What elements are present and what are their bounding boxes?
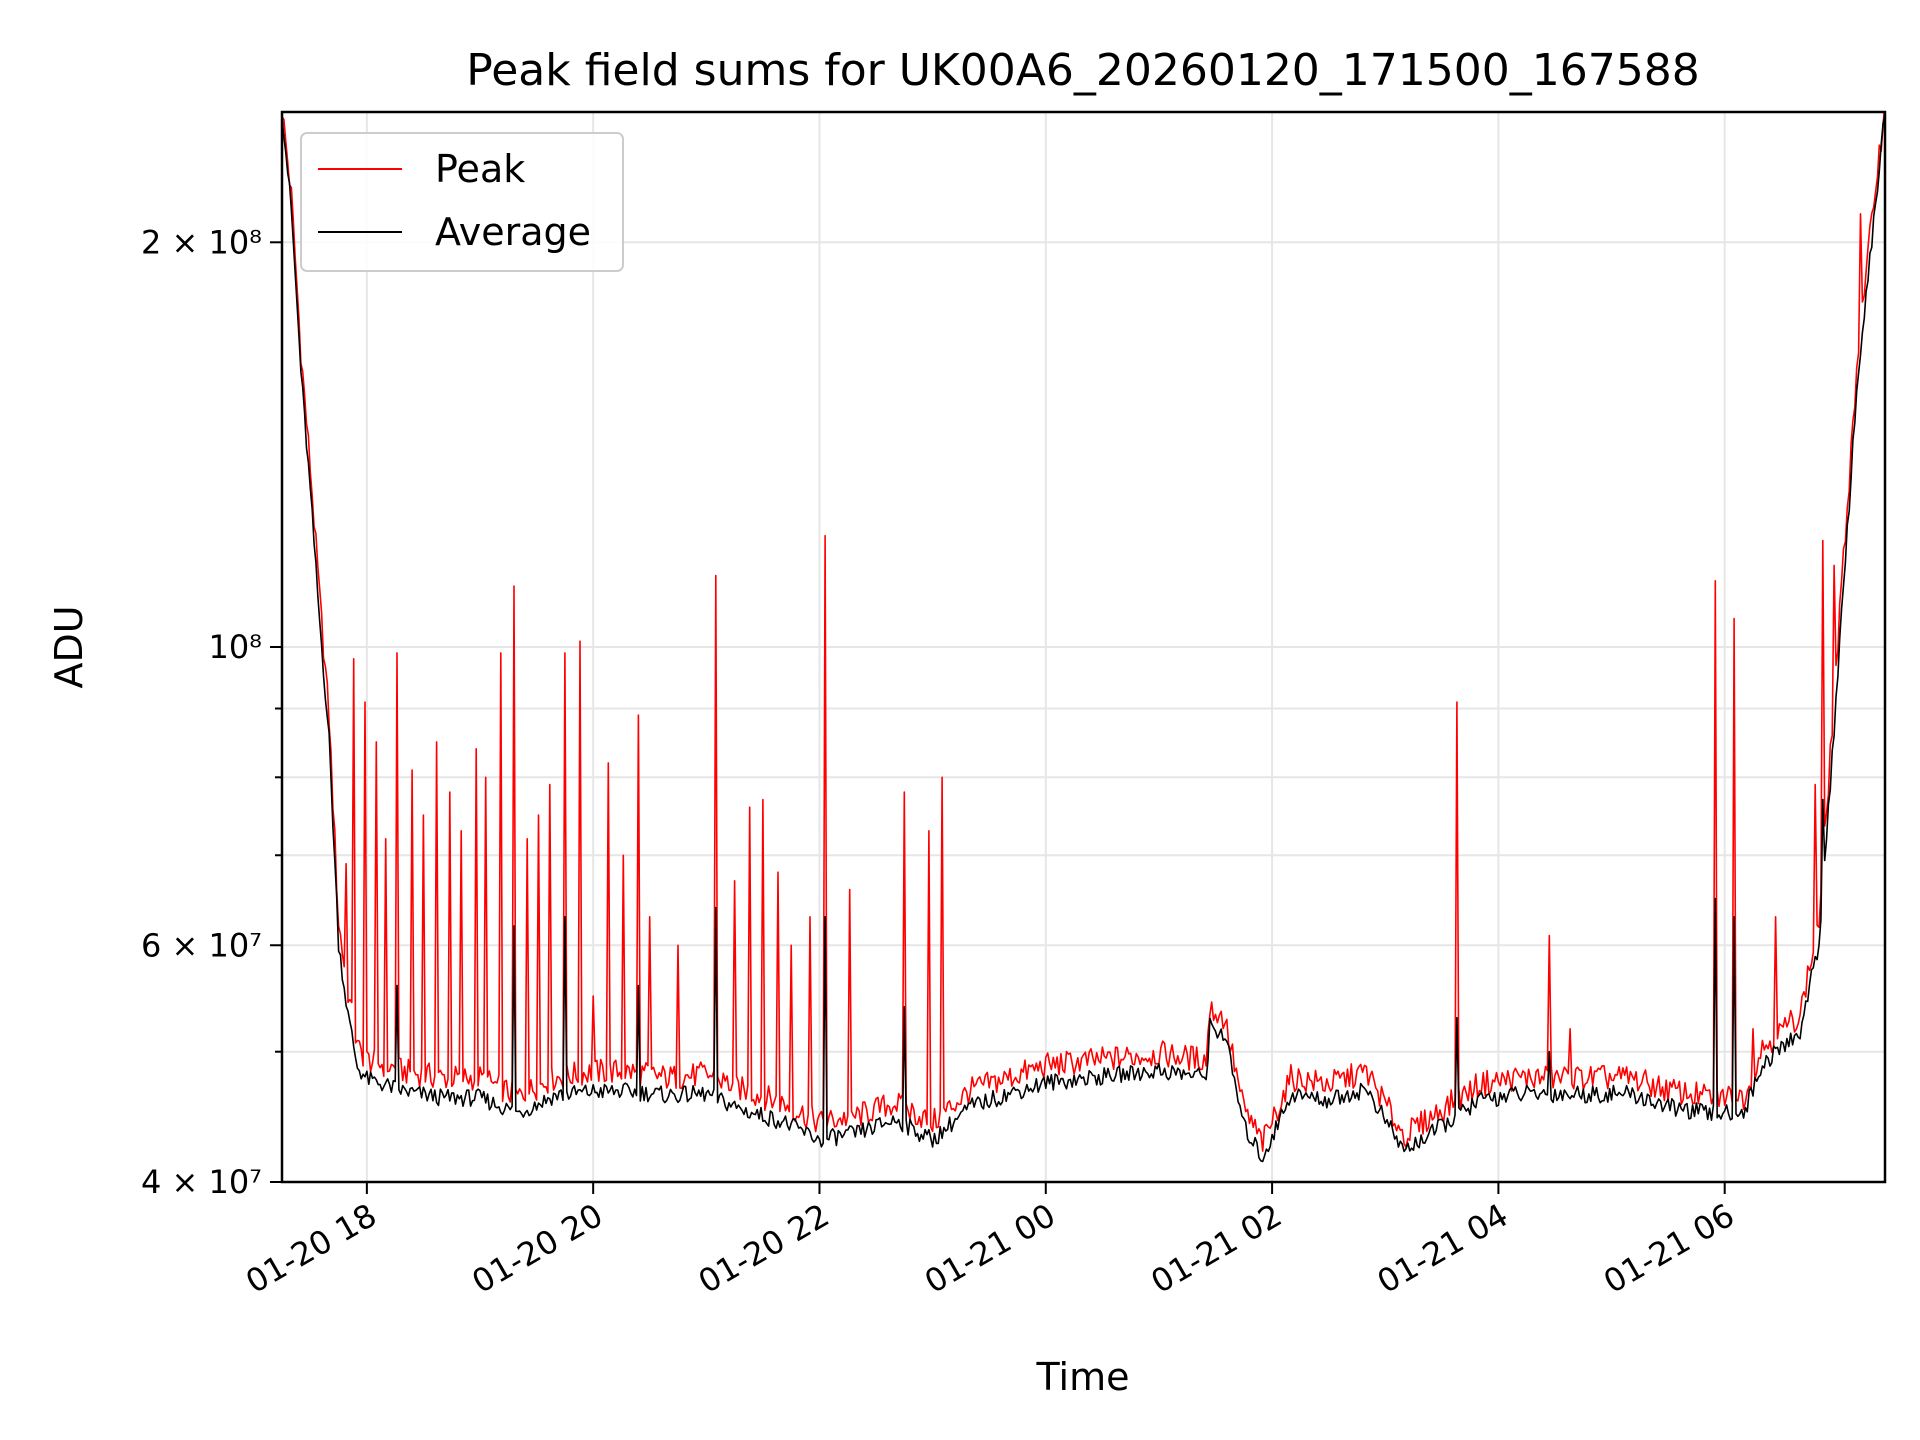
series-average xyxy=(282,115,1885,1163)
grid-lines xyxy=(282,112,1885,1183)
y-tick-label: 4 × 10⁷ xyxy=(141,1163,262,1201)
series-layer xyxy=(282,112,1885,1163)
y-tick-label: 10⁸ xyxy=(208,628,262,666)
x-tick-label: 01-20 20 xyxy=(466,1196,610,1301)
y-axis-label: ADU xyxy=(47,605,91,688)
x-axis: 01-20 18 01-20 20 01-20 22 01-21 00 01-21 02… xyxy=(239,1182,1741,1301)
series-line-average xyxy=(282,115,1885,1163)
y-axis: 4 × 10⁷ 6 × 10⁷ 10⁸ 2 × 10⁸ xyxy=(141,223,282,1201)
legend-box xyxy=(300,132,624,272)
x-tick-label: 01-20 18 xyxy=(239,1196,383,1301)
series-line-peak xyxy=(282,112,1885,1152)
x-tick-label: 01-21 02 xyxy=(1144,1196,1288,1301)
y-tick-label: 6 × 10⁷ xyxy=(141,926,262,964)
legend-label-peak: Peak xyxy=(435,147,525,191)
legend-label-average: Average xyxy=(435,210,591,254)
x-axis-label: Time xyxy=(1036,1355,1130,1399)
chart-title: Peak field sums for UK00A6_20260120_1715… xyxy=(466,45,1699,96)
series-peak xyxy=(282,112,1885,1152)
x-tick-label: 01-21 04 xyxy=(1371,1196,1515,1301)
x-tick-label: 01-21 06 xyxy=(1597,1196,1741,1301)
plot-area xyxy=(282,112,1885,1163)
x-tick-label: 01-20 22 xyxy=(692,1196,836,1301)
x-tick-label: 01-21 00 xyxy=(918,1196,1062,1301)
y-tick-label: 2 × 10⁸ xyxy=(141,223,262,261)
legend: Peak Average xyxy=(300,132,624,272)
